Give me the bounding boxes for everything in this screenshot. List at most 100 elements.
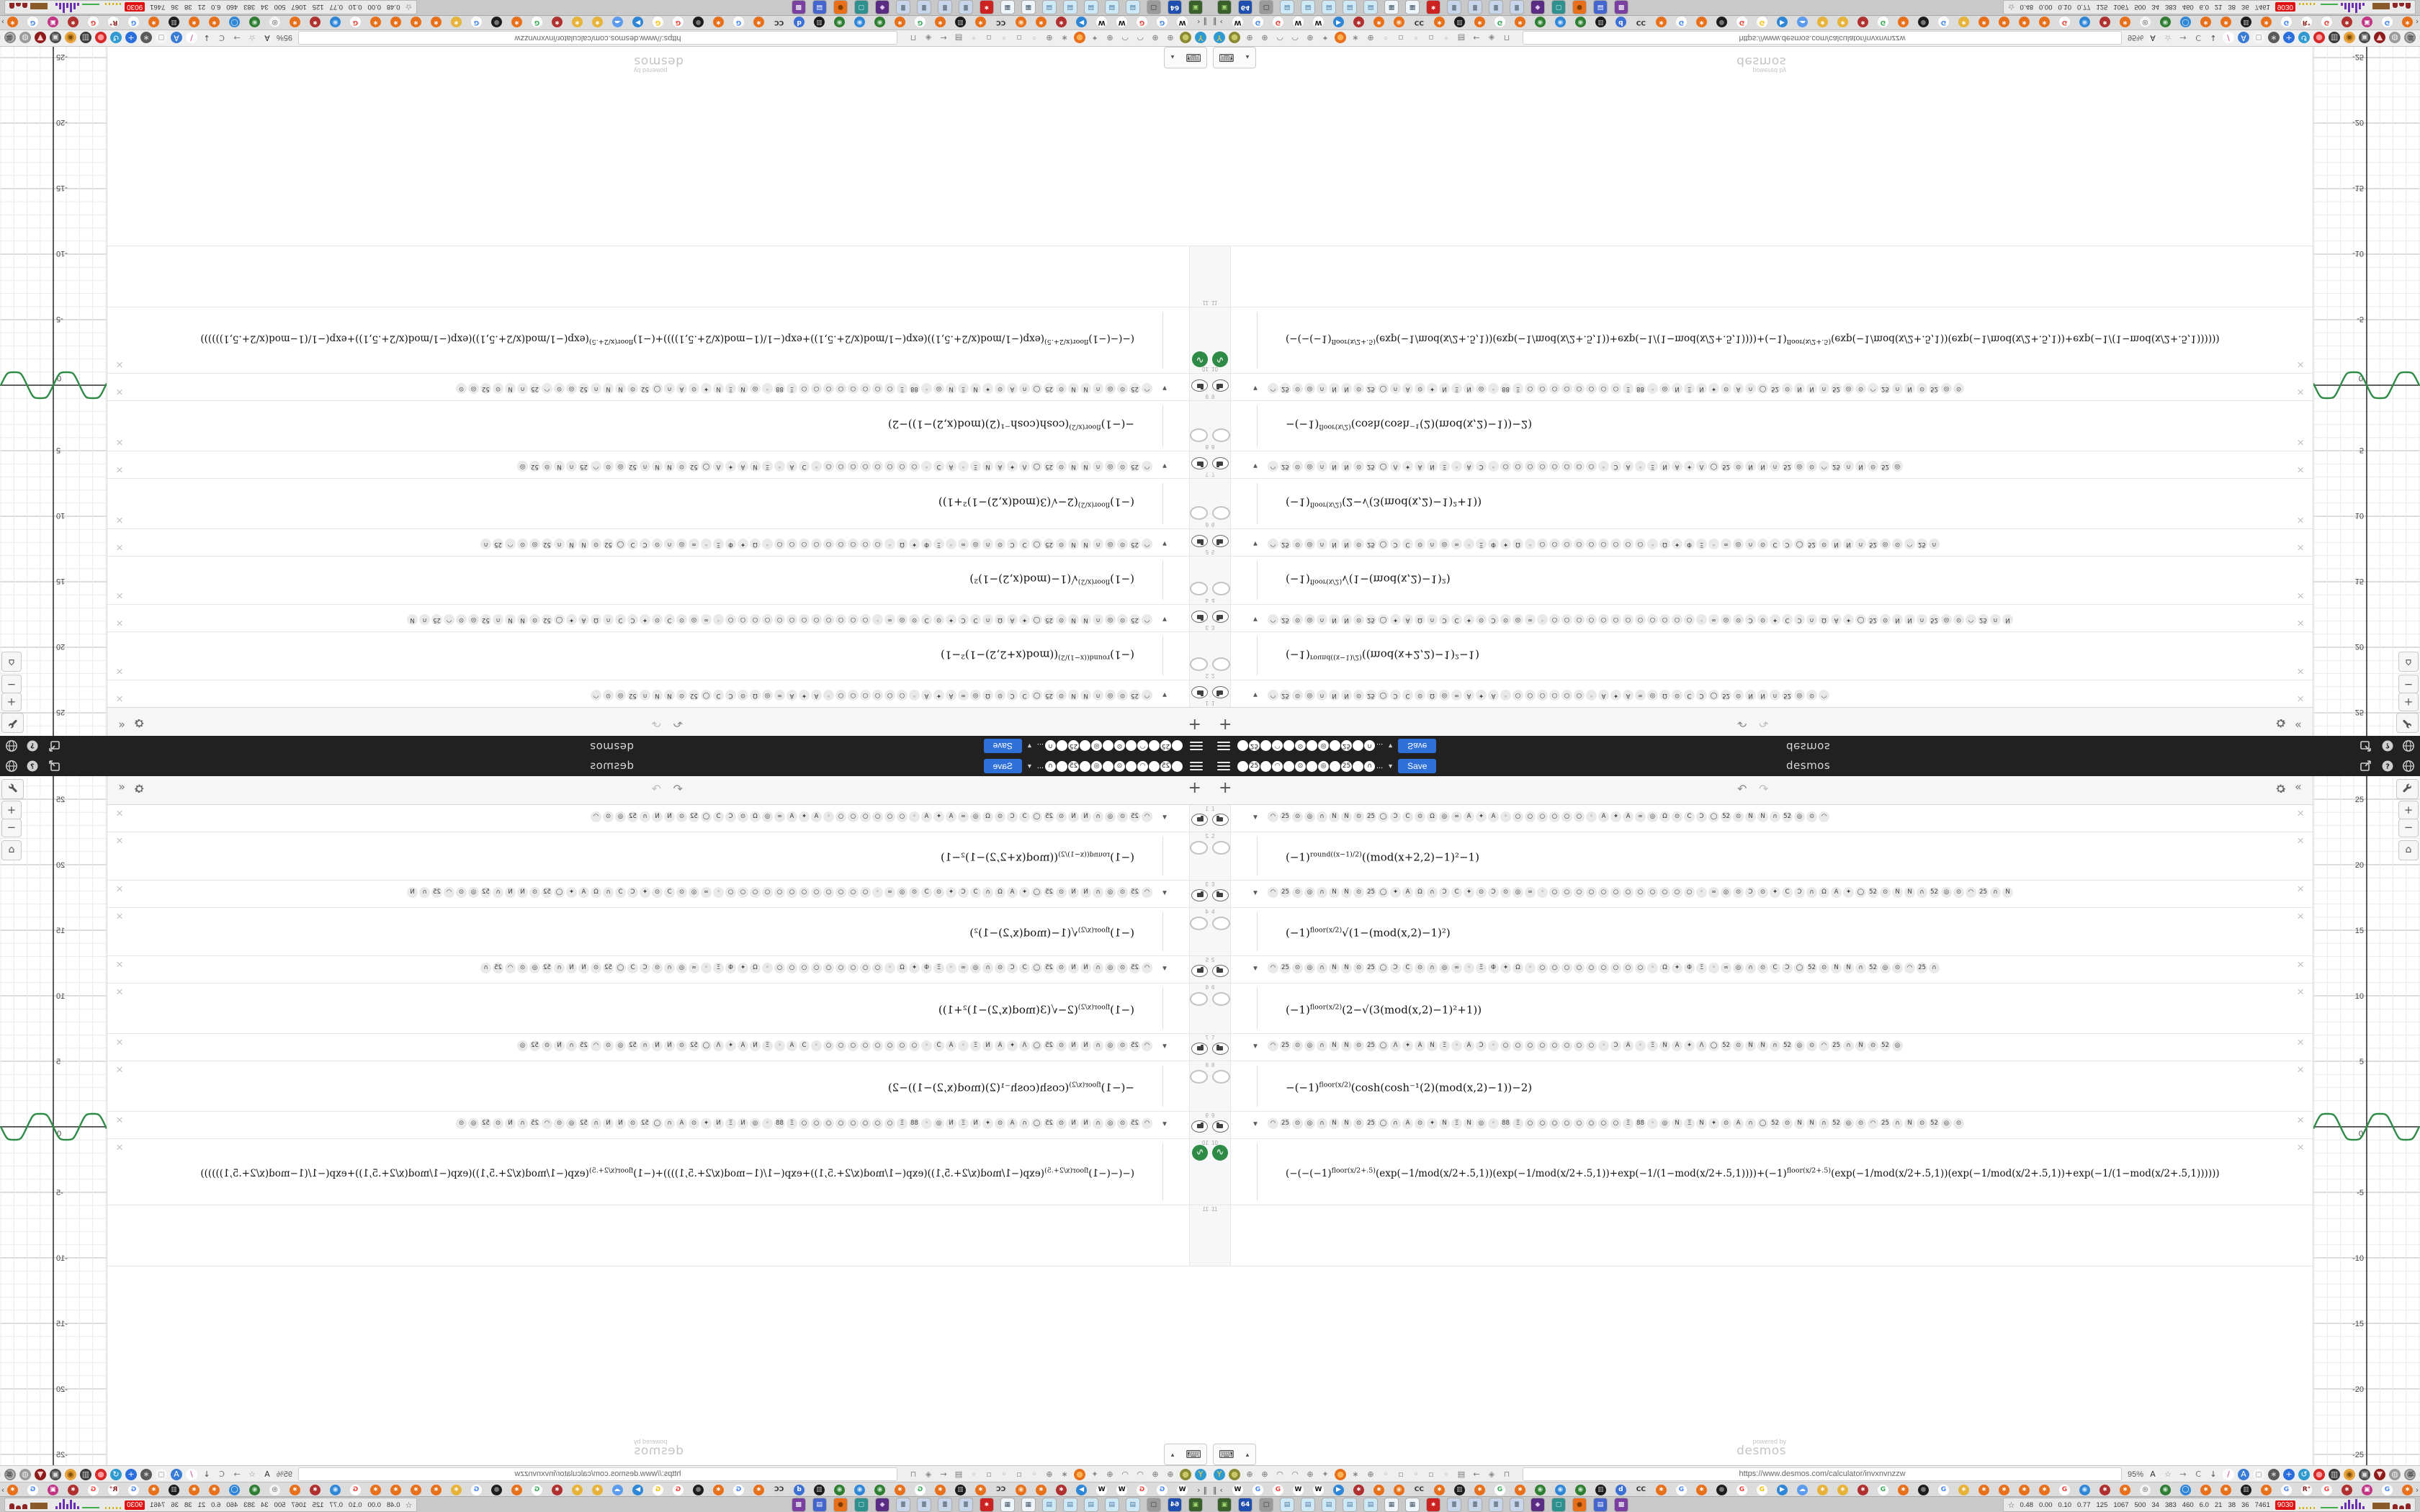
expression-row[interactable]: 10 ∿ (−(−(−1)floor(x/2+.5)(exp(−1/mod(x/2+… xyxy=(1210,307,2313,373)
taskbar-app-icon[interactable]: ▤ xyxy=(1106,1,1119,14)
tab-favicon[interactable]: ☁ xyxy=(612,1484,624,1495)
math-expression[interactable]: (−(−(−1)floor(x/2+.5)(exp(−1/mod(x/2+.5,… xyxy=(200,1166,1134,1179)
tab-favicon[interactable]: G xyxy=(350,17,362,28)
math-expression[interactable]: −(−1)floor(x/2)(cosh(cosh⁻¹(2)(mod(x,2)−… xyxy=(887,418,1134,431)
folder-icon[interactable] xyxy=(1191,611,1208,623)
extension-icon[interactable]: ↺ xyxy=(109,1468,122,1480)
tab-favicon[interactable]: ◎ xyxy=(269,17,281,28)
tab-favicon[interactable]: ▶ xyxy=(1776,17,1788,28)
note-caret-icon[interactable]: ▼ xyxy=(1252,539,1259,547)
folder-icon[interactable] xyxy=(1212,686,1229,698)
tab-favicon[interactable]: ◯ xyxy=(2179,1484,2191,1495)
tab-favicon[interactable]: ∗ xyxy=(1837,1484,1848,1495)
tab-favicon[interactable]: ● xyxy=(1716,1484,1727,1495)
tab-favicon[interactable]: G xyxy=(532,17,543,28)
tab-favicon[interactable]: ▶ xyxy=(1332,17,1344,28)
note-caret-icon[interactable]: ▼ xyxy=(1252,690,1259,698)
extension-icon[interactable]: A xyxy=(2238,1468,2250,1480)
taskbar-app-icon[interactable]: ≣ xyxy=(938,1498,951,1511)
extension-icon[interactable]: C xyxy=(219,33,225,43)
save-button[interactable]: Save xyxy=(1398,759,1437,773)
document-title[interactable]: 25 ◠ ⊙ ◎ 25 ∩ xyxy=(1237,740,1376,752)
nav-toolbar-icon[interactable]: ⊕ xyxy=(1367,33,1374,43)
taskbar-app-icon[interactable]: ▤ xyxy=(1043,1,1056,14)
undo-button[interactable]: ↶ xyxy=(673,782,683,796)
nav-toolbar-icon[interactable]: ← xyxy=(1473,1469,1480,1479)
tab-favicon[interactable]: ◉ xyxy=(330,1484,341,1495)
tab-favicon[interactable]: W xyxy=(1177,17,1188,28)
tab-favicon[interactable]: G xyxy=(1736,17,1747,28)
tab-favicon[interactable]: ∗ xyxy=(2260,1484,2272,1495)
folder-icon[interactable] xyxy=(1191,889,1208,901)
taskbar-app-icon[interactable]: ▢ xyxy=(1552,1498,1565,1511)
taskbar-app-icon[interactable]: ∗ xyxy=(980,1,993,14)
extension-icon[interactable]: → xyxy=(233,33,241,43)
taskbar-app-icon[interactable]: ∗ xyxy=(1427,1,1440,14)
nav-toolbar-icon[interactable]: ◦ xyxy=(1031,33,1037,43)
tab-favicon[interactable]: G xyxy=(2280,1484,2292,1495)
taskbar-app-icon[interactable]: ≣ xyxy=(1448,1,1461,14)
tab-favicon[interactable]: ∗ xyxy=(189,17,200,28)
address-bar[interactable]: https://www.desmos.com/calculator/invxnv… xyxy=(298,1467,897,1481)
extension-icon[interactable]: + xyxy=(125,1468,137,1480)
nav-toolbar-icon[interactable]: ⊕ xyxy=(1246,1469,1253,1479)
nav-toolbar-icon[interactable]: ◦ xyxy=(1443,33,1449,43)
extension-icon[interactable]: ↓ xyxy=(2210,1469,2217,1479)
taskbar-app-icon[interactable]: ◆ xyxy=(876,1498,889,1511)
tab-favicon[interactable]: d xyxy=(1615,1484,1626,1495)
tab-favicon[interactable]: ◯ xyxy=(229,1484,241,1495)
taskbar-app-icon[interactable]: ≣ xyxy=(1489,1,1502,14)
taskbar-app-icon[interactable]: ∗ xyxy=(980,1498,993,1511)
tab-favicon[interactable]: ● xyxy=(1917,17,1929,28)
tab-favicon[interactable]: ∗ xyxy=(1816,17,1828,28)
tab-favicon[interactable]: G xyxy=(1137,1484,1148,1495)
undo-button[interactable]: ↶ xyxy=(1737,782,1747,796)
folder-icon[interactable] xyxy=(1212,965,1229,977)
add-expression-button[interactable]: + xyxy=(1219,715,1232,733)
delete-row-icon[interactable]: × xyxy=(116,463,123,477)
title-caret-icon[interactable]: ▼ xyxy=(1387,762,1394,770)
extension-icon[interactable]: ▥ xyxy=(2329,32,2341,44)
taskbar-app-icon[interactable]: ▢ xyxy=(1147,1498,1160,1511)
zoom-in-button[interactable]: + xyxy=(1,693,22,711)
extension-icon[interactable]: ◉ xyxy=(64,32,76,44)
delete-row-icon[interactable]: × xyxy=(2297,909,2304,923)
tab-favicon[interactable]: G xyxy=(350,1484,362,1495)
nav-toolbar-icon[interactable]: ◦ xyxy=(971,1469,977,1479)
tab-favicon[interactable]: CC xyxy=(1635,1484,1646,1495)
tab-favicon[interactable]: G xyxy=(2280,17,2292,28)
browser-menu-icon[interactable]: ≡ xyxy=(2408,1468,2414,1480)
tab-scroll-arrow[interactable]: › xyxy=(1,1485,5,1495)
tab-favicon[interactable]: G xyxy=(2321,17,2332,28)
math-expression[interactable]: (−(−(−1)floor(x/2+.5)(exp(−1/mod(x/2+.5,… xyxy=(1286,1166,2220,1179)
extension-icon[interactable]: → xyxy=(233,1469,241,1479)
add-expression-button[interactable]: + xyxy=(1188,779,1201,797)
nav-toolbar-icon[interactable]: ▤ xyxy=(954,1469,963,1479)
tab-favicon[interactable]: ● xyxy=(1716,17,1727,28)
tab-favicon[interactable]: W xyxy=(1232,17,1243,28)
nav-toolbar-icon[interactable]: ◈ xyxy=(1488,33,1495,43)
extension-icon[interactable]: ◍ xyxy=(19,32,31,44)
tab-favicon[interactable]: ∗ xyxy=(1857,17,1868,28)
tab-favicon[interactable]: ◉ xyxy=(1554,1484,1566,1495)
delete-row-icon[interactable]: × xyxy=(116,1035,123,1049)
tab-favicon[interactable]: ∗ xyxy=(148,17,160,28)
tab-favicon[interactable]: G xyxy=(733,17,745,28)
tab-favicon[interactable]: G xyxy=(1272,17,1283,28)
extension-icon[interactable]: ↓ xyxy=(2210,33,2217,43)
extension-icon[interactable]: ◻ xyxy=(155,32,167,44)
expression-row[interactable]: 10 ∿ (−(−(−1)floor(x/2+.5)(exp(−1/mod(x/2+… xyxy=(1210,1139,2313,1205)
taskbar-app-icon[interactable]: ▢ xyxy=(1260,1,1273,14)
extension-icon[interactable]: ● xyxy=(94,1468,107,1480)
tab-favicon[interactable]: G xyxy=(2381,1484,2393,1495)
tab-favicon[interactable]: ∗ xyxy=(1837,17,1848,28)
delete-row-icon[interactable]: × xyxy=(2297,385,2304,399)
extension-icon[interactable]: ⇧ xyxy=(0,1468,1,1480)
redo-button[interactable]: ↷ xyxy=(651,782,661,796)
nav-toolbar-icon[interactable]: ⊕ xyxy=(1367,1469,1374,1479)
nav-toolbar-icon[interactable]: ◦ xyxy=(1413,33,1419,43)
taskbar-app-icon[interactable]: ≣ xyxy=(918,1498,931,1511)
graphed-expression-icon[interactable]: ∿ xyxy=(1212,1145,1228,1161)
